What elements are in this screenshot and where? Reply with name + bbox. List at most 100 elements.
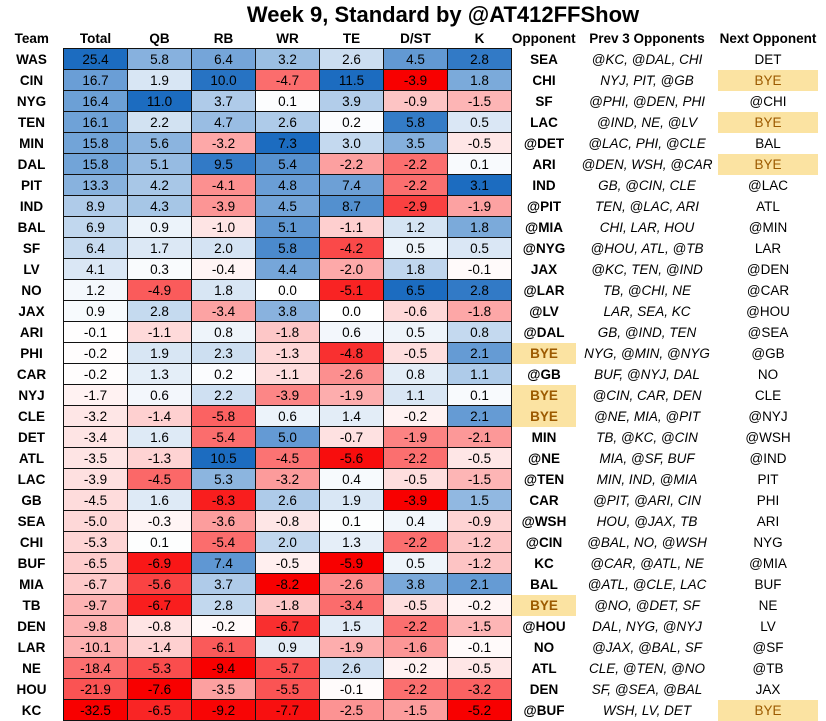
- te-cell: 3.0: [319, 132, 384, 154]
- prev-opponents-cell: LAR, SEA, KC: [603, 303, 691, 319]
- table-row: KC -32.5 -6.5 -9.2 -7.7 -2.5 -1.5 -5.2 @BUF WSH, …: [0, 699, 818, 721]
- total-cell: -6.7: [63, 573, 128, 595]
- te-cell: -5.1: [319, 279, 384, 301]
- rb-cell: -3.5: [191, 678, 256, 700]
- rb-cell: -4.1: [191, 174, 256, 196]
- next-opponent-cell: ATL: [756, 198, 780, 214]
- prev-opponents-cell: @CIN, CAR, DEN: [592, 387, 702, 403]
- total-cell: -3.9: [63, 468, 128, 490]
- next-opponent-cell: DET: [754, 51, 782, 67]
- qb-cell: -6.7: [127, 594, 192, 616]
- team-cell: CLE: [18, 408, 45, 424]
- opponent-cell: LAC: [530, 114, 558, 130]
- header-total: Total: [79, 30, 112, 46]
- opponent-cell: DEN: [529, 681, 559, 697]
- next-opponent-cell: @CAR: [746, 282, 790, 298]
- k-cell: -0.9: [447, 510, 512, 532]
- team-cell: PIT: [20, 177, 42, 193]
- table-row: SEA -5.0 -0.3 -3.6 -0.8 0.1 0.4 -0.9 @WSH HOU, @J…: [0, 510, 818, 532]
- rb-cell: 2.0: [191, 237, 256, 259]
- te-cell: 1.9: [319, 489, 384, 511]
- k-cell: 2.1: [447, 573, 512, 595]
- header-k: K: [474, 30, 485, 46]
- qb-cell: 1.3: [127, 363, 192, 385]
- team-cell: SEA: [17, 513, 46, 529]
- total-cell: -3.4: [63, 426, 128, 448]
- opponent-cell: @CIN: [525, 534, 563, 550]
- header-dst: D/ST: [400, 30, 431, 46]
- rb-cell: -3.4: [191, 300, 256, 322]
- prev-opponents-cell: @DEN, WSH, @CAR: [581, 156, 713, 172]
- dst-cell: -0.5: [383, 468, 448, 490]
- dst-cell: -3.9: [383, 489, 448, 511]
- prev-opponents-cell: DAL, NYG, @NYJ: [592, 618, 702, 634]
- k-cell: -1.5: [447, 468, 512, 490]
- total-cell: -3.2: [63, 405, 128, 427]
- k-cell: -0.5: [447, 447, 512, 469]
- wr-cell: 2.6: [255, 111, 320, 133]
- rb-cell: 10.5: [191, 447, 256, 469]
- te-cell: -1.9: [319, 636, 384, 658]
- header-wr: WR: [276, 30, 299, 46]
- table-row: ARI -0.1 -1.1 0.8 -1.8 0.6 0.5 0.8 @DAL GB, @IND,…: [0, 321, 818, 343]
- team-cell: NE: [22, 660, 41, 676]
- k-cell: -0.5: [447, 657, 512, 679]
- dst-cell: -0.5: [383, 342, 448, 364]
- te-cell: 0.0: [319, 300, 384, 322]
- table-row: WAS 25.4 5.8 6.4 3.2 2.6 4.5 2.8 SEA @KC, @DAL, C…: [0, 48, 818, 70]
- team-cell: NYG: [16, 93, 47, 109]
- table-row: LAR -10.1 -1.4 -6.1 0.9 -1.9 -1.6 -0.1 NO @JAX, @…: [0, 636, 818, 658]
- team-cell: HOU: [16, 681, 47, 697]
- rb-cell: -9.4: [191, 657, 256, 679]
- dst-cell: 1.1: [383, 384, 448, 406]
- k-cell: -0.5: [447, 132, 512, 154]
- k-cell: -0.1: [447, 636, 512, 658]
- total-cell: 8.9: [63, 195, 128, 217]
- total-cell: -5.3: [63, 531, 128, 553]
- qb-cell: -5.3: [127, 657, 192, 679]
- rb-cell: -9.2: [191, 699, 256, 721]
- te-cell: -3.4: [319, 594, 384, 616]
- opponent-cell: BAL: [530, 576, 558, 592]
- qb-cell: 0.3: [127, 258, 192, 280]
- qb-cell: -4.9: [127, 279, 192, 301]
- rb-cell: 0.2: [191, 363, 256, 385]
- qb-cell: 5.6: [127, 132, 192, 154]
- te-cell: -4.2: [319, 237, 384, 259]
- qb-cell: 0.1: [127, 531, 192, 553]
- te-cell: -2.2: [319, 153, 384, 175]
- rb-cell: -5.4: [191, 426, 256, 448]
- te-cell: 0.2: [319, 111, 384, 133]
- rb-cell: 0.8: [191, 321, 256, 343]
- team-cell: DET: [18, 429, 45, 445]
- opponent-cell: BYE: [511, 405, 576, 427]
- table-row: DEN -9.8 -0.8 -0.2 -6.7 1.5 -2.2 -1.5 @HOU DAL, N…: [0, 615, 818, 637]
- team-cell: KC: [21, 702, 42, 718]
- k-cell: 0.5: [447, 237, 512, 259]
- k-cell: -0.1: [447, 258, 512, 280]
- team-cell: JAX: [18, 303, 45, 319]
- rb-cell: 7.4: [191, 552, 256, 574]
- k-cell: -3.2: [447, 678, 512, 700]
- table-row: DET -3.4 1.6 -5.4 5.0 -0.7 -1.9 -2.1 MIN TB, @KC,…: [0, 426, 818, 448]
- qb-cell: -0.3: [127, 510, 192, 532]
- wr-cell: -4.7: [255, 69, 320, 91]
- team-cell: GB: [21, 492, 42, 508]
- qb-cell: 5.1: [127, 153, 192, 175]
- prev-opponents-cell: @NE, MIA, @PIT: [593, 408, 701, 424]
- k-cell: -1.5: [447, 90, 512, 112]
- prev-opponents-cell: @ATL, @CLE, LAC: [587, 576, 707, 592]
- header-prev-opponents: Prev 3 Opponents: [589, 30, 705, 46]
- team-cell: LAR: [17, 639, 46, 655]
- total-cell: -0.2: [63, 342, 128, 364]
- dst-cell: -3.9: [383, 69, 448, 91]
- prev-opponents-cell: CHI, LAR, HOU: [599, 219, 695, 235]
- prev-opponents-cell: TEN, @LAC, ARI: [595, 198, 699, 214]
- table-row: NO 1.2 -4.9 1.8 0.0 -5.1 6.5 2.8 @LAR TB, @CHI, N…: [0, 279, 818, 301]
- next-opponent-cell: LV: [760, 618, 776, 634]
- rb-cell: -3.6: [191, 510, 256, 532]
- prev-opponents-cell: @HOU, ATL, @TB: [590, 240, 704, 256]
- team-cell: MIN: [19, 135, 44, 151]
- te-cell: 0.1: [319, 510, 384, 532]
- total-cell: -6.5: [63, 552, 128, 574]
